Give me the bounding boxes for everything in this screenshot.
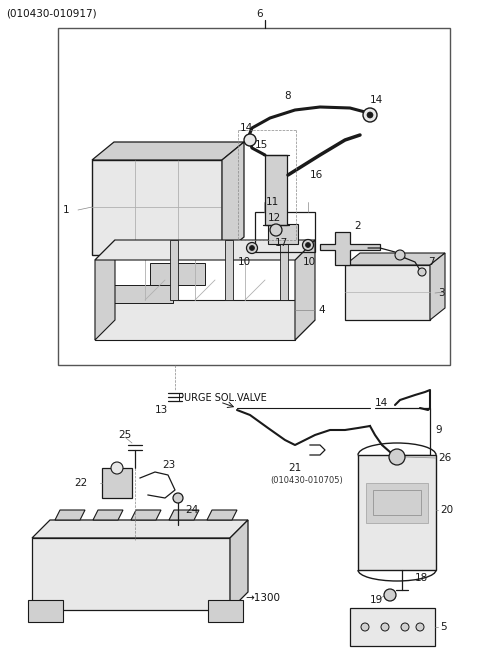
Text: (010430-010705): (010430-010705) (270, 476, 343, 485)
Circle shape (302, 240, 313, 250)
Bar (92, 160, 222, 255)
Text: 16: 16 (310, 170, 323, 180)
Circle shape (384, 589, 396, 601)
Circle shape (418, 268, 426, 276)
Text: 15: 15 (255, 140, 268, 150)
Text: 5: 5 (440, 622, 446, 632)
Polygon shape (95, 300, 295, 340)
Circle shape (244, 134, 256, 146)
Circle shape (416, 623, 424, 631)
Polygon shape (32, 538, 230, 610)
Bar (255, 212, 315, 252)
Polygon shape (169, 510, 199, 520)
Text: 14: 14 (370, 95, 383, 105)
Circle shape (247, 242, 257, 253)
Text: 8: 8 (285, 91, 291, 101)
Text: 17: 17 (275, 238, 288, 248)
Bar (366, 483, 428, 523)
Polygon shape (345, 253, 445, 265)
Circle shape (270, 224, 282, 236)
Text: 12: 12 (268, 213, 281, 223)
Circle shape (305, 242, 311, 248)
Circle shape (389, 449, 405, 465)
Polygon shape (32, 520, 248, 538)
Text: 13: 13 (155, 405, 168, 415)
Polygon shape (430, 253, 445, 320)
Bar (58, 28, 450, 365)
Circle shape (401, 623, 409, 631)
Bar (102, 468, 132, 498)
Polygon shape (93, 510, 123, 520)
Text: 18: 18 (415, 573, 428, 583)
Bar (358, 455, 436, 570)
Text: 1: 1 (63, 205, 70, 215)
Polygon shape (95, 240, 115, 340)
Circle shape (381, 623, 389, 631)
Bar (150, 263, 205, 285)
Text: 23: 23 (162, 460, 175, 470)
Text: 26: 26 (438, 453, 451, 463)
Text: 3: 3 (438, 288, 444, 298)
Circle shape (361, 623, 369, 631)
Circle shape (111, 462, 123, 474)
Text: 6: 6 (257, 9, 264, 19)
Bar (28, 600, 63, 622)
Bar (105, 285, 173, 303)
Bar (268, 224, 298, 244)
Polygon shape (55, 510, 85, 520)
Polygon shape (95, 320, 315, 340)
Polygon shape (222, 142, 244, 255)
Bar (350, 608, 435, 646)
Polygon shape (95, 240, 315, 260)
Text: 10: 10 (303, 257, 316, 267)
Text: PURGE SOL.VALVE: PURGE SOL.VALVE (178, 393, 267, 403)
Text: 10: 10 (238, 257, 251, 267)
Text: 9: 9 (435, 425, 442, 435)
Polygon shape (170, 240, 178, 300)
Text: 7: 7 (428, 257, 434, 267)
Polygon shape (225, 240, 233, 300)
Circle shape (367, 112, 373, 118)
Polygon shape (131, 510, 161, 520)
Bar (265, 155, 287, 225)
Circle shape (250, 246, 254, 250)
Circle shape (363, 108, 377, 122)
Text: 2: 2 (354, 221, 360, 231)
Text: 11: 11 (265, 197, 278, 207)
Text: 22: 22 (74, 478, 87, 488)
Text: 24: 24 (185, 505, 198, 515)
Text: 4: 4 (318, 305, 324, 315)
Bar (345, 265, 430, 320)
Text: 14: 14 (240, 123, 253, 133)
Text: 14: 14 (375, 398, 388, 408)
Polygon shape (280, 240, 288, 300)
Polygon shape (207, 510, 237, 520)
Text: 21: 21 (288, 463, 301, 473)
Text: →1300: →1300 (245, 593, 280, 603)
Circle shape (395, 250, 405, 260)
Polygon shape (320, 232, 380, 265)
Circle shape (173, 493, 183, 503)
Text: 20: 20 (440, 505, 453, 515)
Polygon shape (295, 240, 315, 340)
Polygon shape (230, 520, 248, 610)
Bar (373, 490, 421, 515)
Text: 19: 19 (370, 595, 383, 605)
Bar (208, 600, 243, 622)
Text: (010430-010917): (010430-010917) (6, 9, 96, 19)
Polygon shape (92, 142, 244, 160)
Text: 25: 25 (118, 430, 131, 440)
